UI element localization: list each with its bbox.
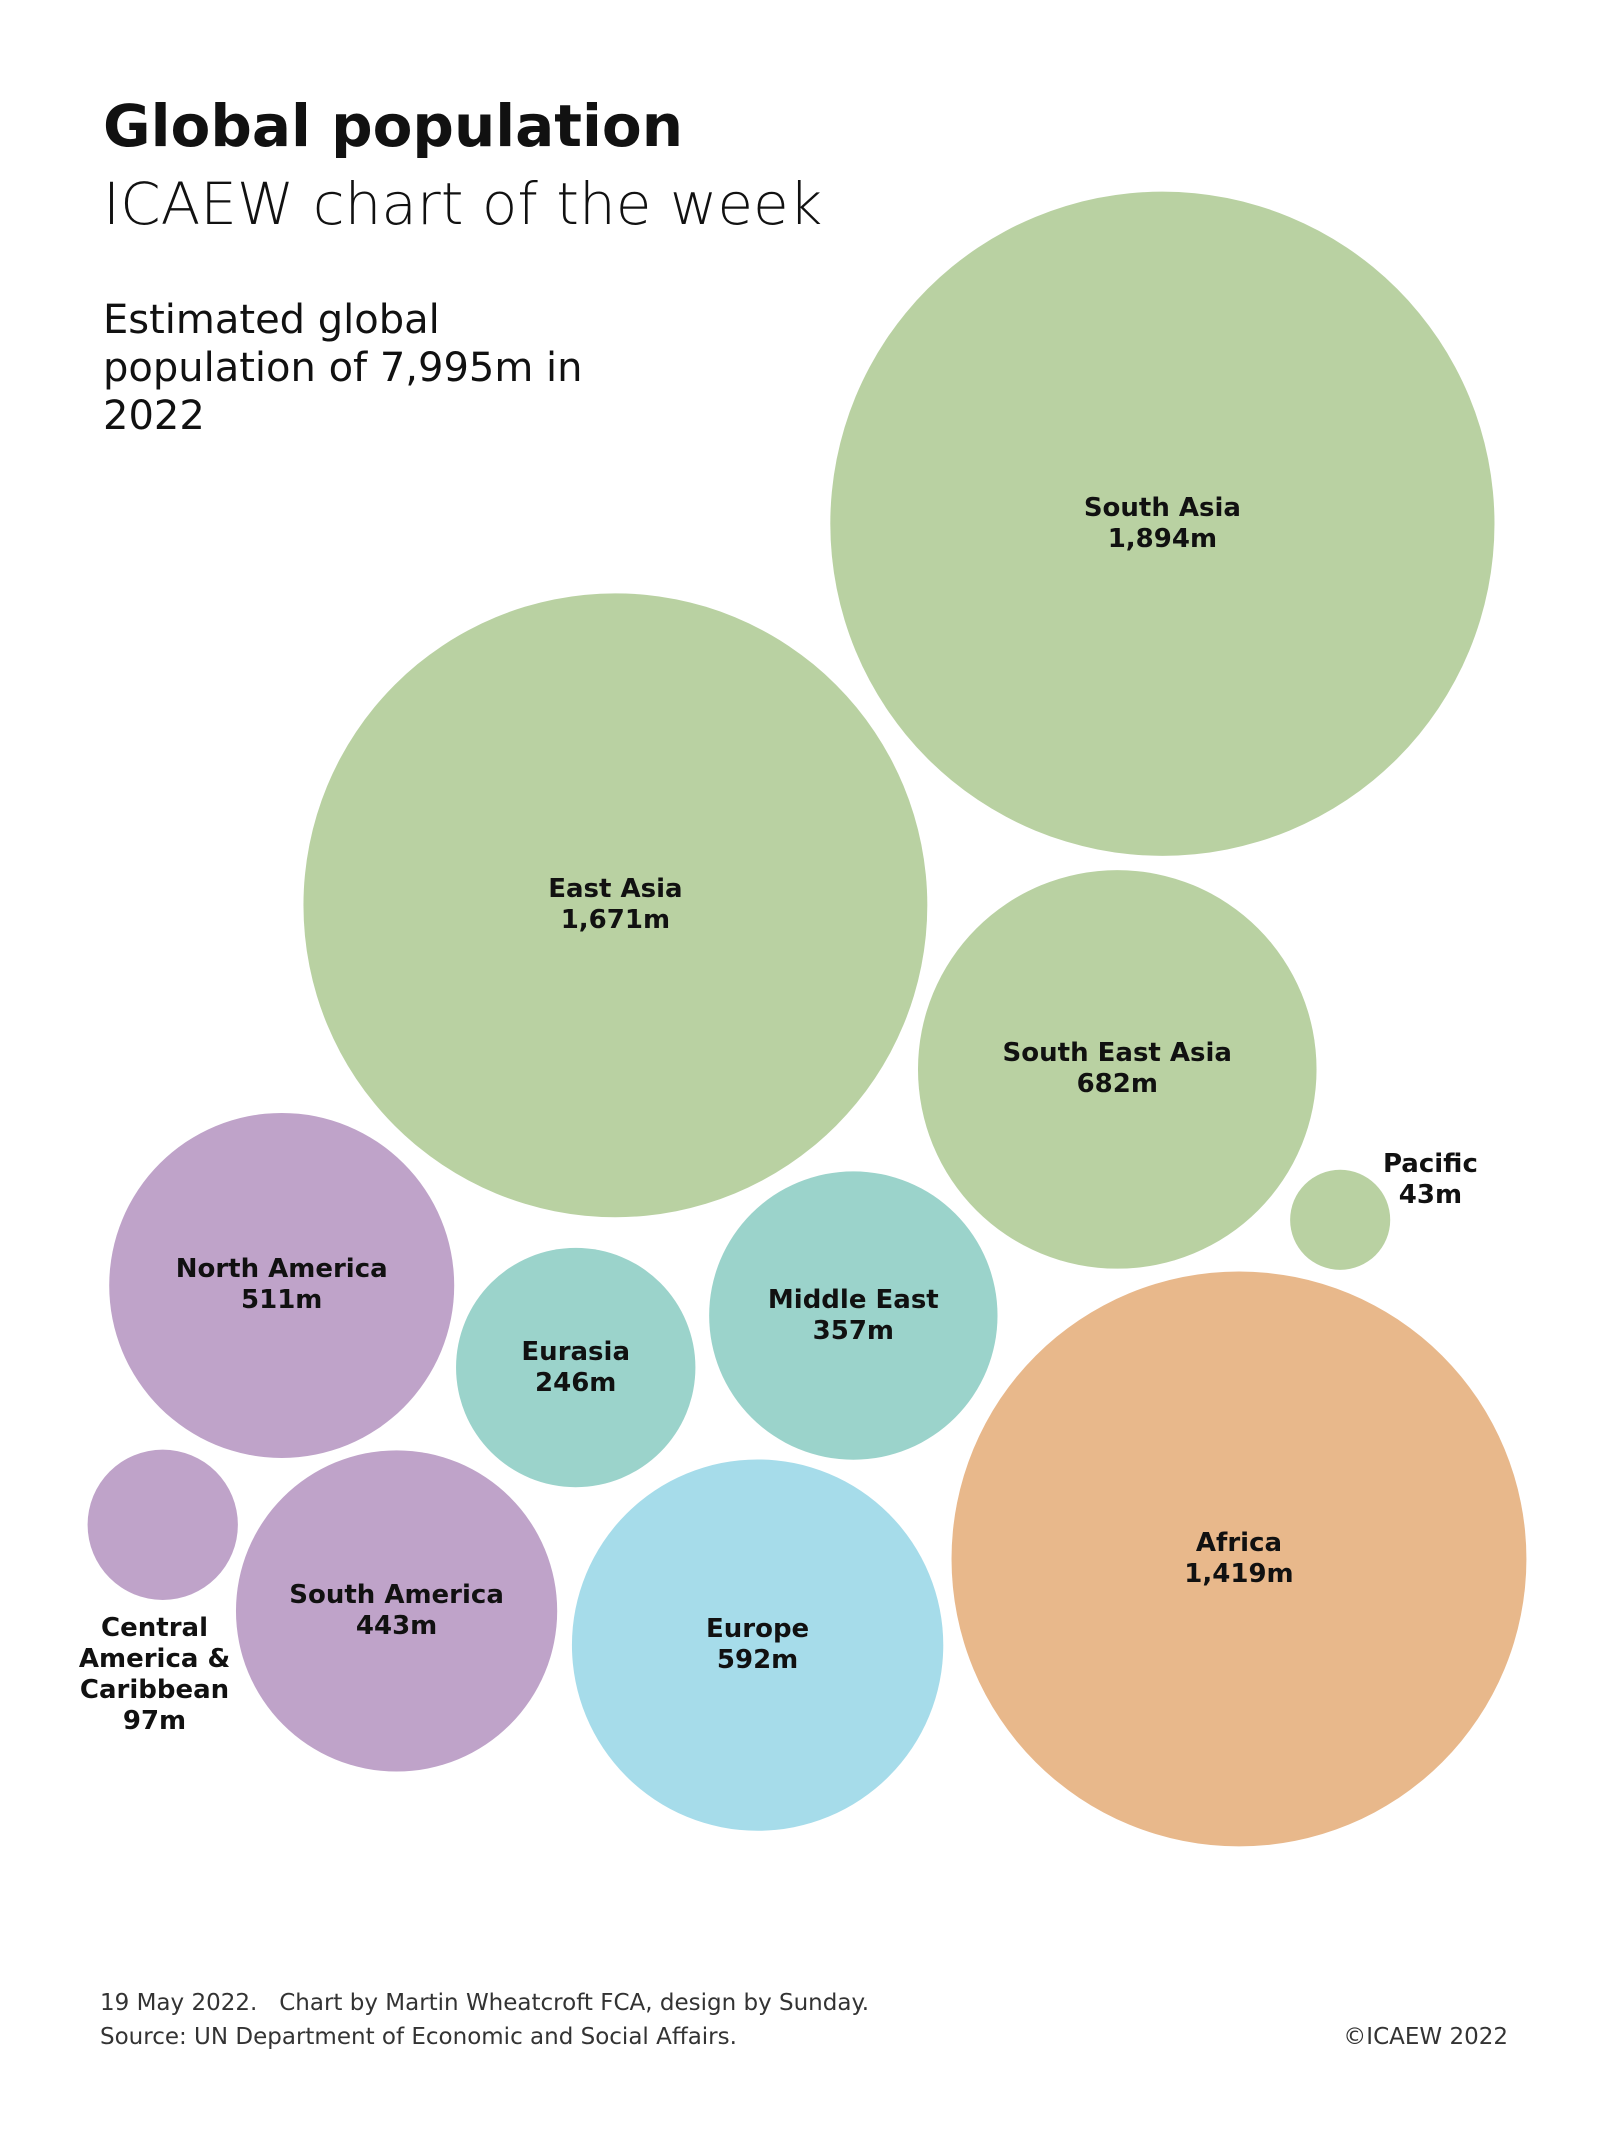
category-label: Central America & Caribbean <box>78 1613 231 1706</box>
value-label: 592m <box>716 1645 799 1676</box>
category-label: Africa <box>1195 1527 1283 1558</box>
value-label: 682m <box>1076 1069 1158 1100</box>
footnote: 19 May 2022. Chart by Martin Wheatcroft … <box>100 1990 870 2016</box>
category-label: South Asia <box>1083 492 1241 523</box>
category-label: East Asia <box>548 874 683 905</box>
bubble <box>709 1171 998 1460</box>
category-label: South America <box>289 1579 504 1610</box>
value-label: 511m <box>241 1285 323 1316</box>
bubble-label: South America 443m <box>277 1580 517 1642</box>
category-label: Europe <box>705 1614 810 1645</box>
bubble-label: East Asia 1,671m <box>495 874 735 936</box>
bubble-label: South Asia 1,894m <box>1042 493 1282 555</box>
bubble <box>951 1271 1527 1847</box>
bubble <box>830 191 1495 856</box>
category-label: Middle East <box>767 1284 939 1315</box>
bubble <box>87 1449 238 1600</box>
value-label: 443m <box>355 1610 438 1641</box>
category-label: Pacific <box>1382 1149 1478 1180</box>
value-label: 43m <box>1398 1180 1463 1211</box>
value-label: 97m <box>122 1706 187 1737</box>
bubble <box>235 1450 558 1772</box>
chart-subtitle: ICAEW chart of the week <box>103 170 823 238</box>
category-label: South East Asia <box>1002 1038 1232 1069</box>
value-label: 357m <box>812 1315 895 1346</box>
bubble <box>1290 1169 1391 1270</box>
value-label: 1,419m <box>1184 1558 1294 1589</box>
value-label: 1,894m <box>1107 523 1218 554</box>
bubble-label: Eurasia 246m <box>456 1337 696 1399</box>
bubble-label: Central America & Caribbean 97m <box>75 1613 235 1737</box>
bubble <box>303 593 928 1218</box>
bubble <box>109 1112 455 1458</box>
bubble <box>917 870 1317 1269</box>
bubble-label: South East Asia 682m <box>997 1038 1237 1100</box>
description: Estimated global population of 7,995m in… <box>103 297 583 439</box>
value-label: 1,671m <box>560 905 671 936</box>
chart-title: Global population <box>103 92 683 160</box>
bubble-label: North America 511m <box>162 1254 402 1316</box>
source: Source: UN Department of Economic and So… <box>100 2024 737 2050</box>
bubble-label: Pacific 43m <box>1310 1149 1550 1211</box>
bubble-label: Europe 592m <box>638 1614 878 1676</box>
bubble <box>571 1459 944 1831</box>
value-label: 246m <box>535 1367 617 1398</box>
copyright: ©ICAEW 2022 <box>1343 2024 1508 2050</box>
category-label: Eurasia <box>521 1336 630 1367</box>
bubble-label: Middle East 357m <box>733 1285 973 1347</box>
bubble <box>456 1247 696 1488</box>
category-label: North America <box>175 1254 388 1285</box>
bubble-label: Africa 1,419m <box>1119 1528 1359 1590</box>
